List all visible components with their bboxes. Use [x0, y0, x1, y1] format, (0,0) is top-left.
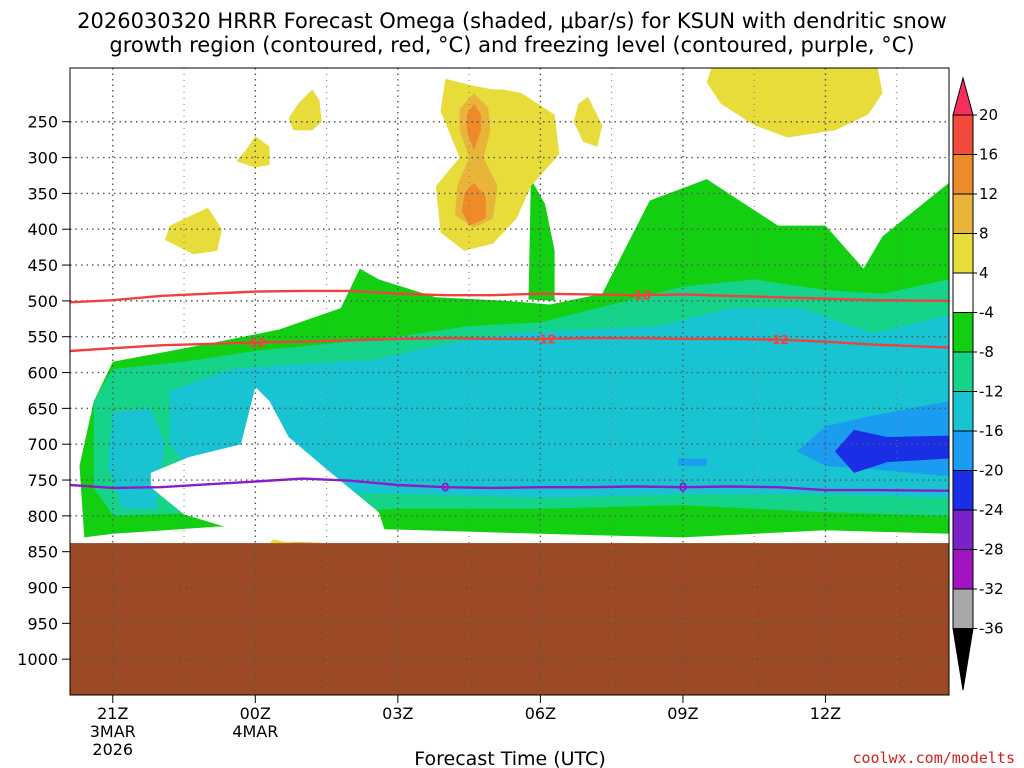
- colorbar-label: 20: [979, 106, 998, 124]
- colorbar-swatch: [952, 588, 974, 629]
- freezing-level-0-label: 0: [441, 481, 449, 495]
- omega-plus-4-northeast: [706, 68, 883, 138]
- dgz-minus-12-label: -12: [534, 332, 556, 346]
- y-tick-label: 700: [27, 435, 58, 454]
- neutral-pocket: [150, 386, 389, 544]
- omega-minus-12-zone: [169, 308, 950, 498]
- colorbar-label: -24: [979, 501, 1004, 519]
- colorbar-label: 12: [979, 185, 998, 203]
- x-tick-label: 06Z: [525, 704, 556, 723]
- freezing-level-0-line: [69, 477, 950, 492]
- colorbar-swatch: [952, 193, 974, 234]
- colorbar-swatch: [952, 430, 974, 471]
- colorbar-label: -12: [979, 383, 1004, 401]
- ground-fill: [70, 543, 949, 695]
- colorbar-label: -4: [979, 304, 994, 322]
- chart-title-line-2: growth region (contoured, red, °C) and f…: [109, 33, 914, 57]
- temperature-contours: -18 -12 -12 -12 0 0: [69, 289, 950, 495]
- y-tick-label: 450: [27, 256, 58, 275]
- x-tick-date: 3MAR: [90, 722, 136, 741]
- colorbar-label: -20: [979, 462, 1004, 480]
- colorbar-swatch: [952, 509, 974, 550]
- x-tick-label: 21Z: [97, 704, 128, 723]
- y-tick-label: 800: [27, 507, 58, 526]
- y-tick-label: 300: [27, 149, 58, 168]
- dgz-minus-12-line: [69, 336, 950, 353]
- y-tick-label: 850: [27, 543, 58, 562]
- x-tick-label: 03Z: [382, 704, 413, 723]
- colorbar-label: -32: [979, 580, 1004, 598]
- omega-minus-16-mid: [678, 458, 707, 466]
- dgz-minus-12-label: -12: [767, 333, 789, 347]
- colorbar-swatch: [952, 470, 974, 511]
- colorbar-label: -36: [979, 620, 1004, 638]
- plot-frame: [69, 67, 950, 696]
- omega-plus-4-cell-a: [288, 89, 322, 131]
- x-tick-date: 4MAR: [232, 722, 278, 741]
- dgz-minus-12-label: -12: [244, 336, 266, 350]
- colorbar-swatch: [952, 312, 974, 353]
- chart-title-line-1: 2026030320 HRRR Forecast Omega (shaded, …: [77, 9, 947, 33]
- omega-plus-4-cell-b: [236, 136, 270, 168]
- y-tick-label: 600: [27, 364, 58, 383]
- y-tick-label: 1000: [17, 650, 58, 669]
- omega-minus-12-west: [108, 408, 165, 509]
- colorbar-label: 4: [979, 264, 989, 282]
- colorbar-cap-bottom: [952, 628, 974, 691]
- y-axis-pressure: 250 300 350 400 450 500 550 600 650 700 750 800 850 9…: [17, 113, 70, 669]
- colorbar-legend: 20 16 12 8 4 -4 -8 -12 -16 -20 -24 -28 -32 -36: [952, 76, 1004, 691]
- colorbar-label: -16: [979, 422, 1004, 440]
- grid-lines: [70, 68, 949, 695]
- colorbar-swatch: [952, 233, 974, 274]
- omega-minus-20-east: [835, 429, 949, 473]
- x-axis-label: Forecast Time (UTC): [414, 748, 605, 768]
- omega-plus-12-core-lower: [462, 182, 486, 226]
- omega-minus-4-tower: [528, 179, 555, 301]
- x-tick-label: 12Z: [810, 704, 841, 723]
- x-tick-year: 2026: [92, 740, 133, 759]
- x-tick-label: 00Z: [240, 704, 271, 723]
- y-tick-label: 350: [27, 184, 58, 203]
- colorbar-label: 16: [979, 146, 998, 164]
- source-credit: coolwx.com/modelts: [852, 749, 1015, 767]
- colorbar-swatch: [952, 114, 974, 155]
- colorbar-swatch: [952, 154, 974, 195]
- omega-plus-12-core-upper: [466, 103, 481, 151]
- y-tick-label: 900: [27, 579, 58, 598]
- colorbar-swatch: [952, 272, 974, 313]
- colorbar-swatch: [952, 351, 974, 392]
- freezing-level-0-label: 0: [679, 481, 687, 495]
- y-tick-label: 550: [27, 328, 58, 347]
- below-ground-mask: [70, 543, 949, 695]
- plot-area: -18 -12 -12 -12 0 0 250 300 350 400 450 500 550 600 6…: [17, 67, 950, 759]
- y-tick-label: 500: [27, 292, 58, 311]
- y-tick-label: 750: [27, 471, 58, 490]
- colorbar-label: 8: [979, 225, 989, 243]
- y-tick-label: 950: [27, 614, 58, 633]
- colorbar-cap-top: [952, 76, 974, 116]
- y-tick-label: 400: [27, 220, 58, 239]
- omega-plus-4-cell-c: [165, 207, 222, 255]
- colorbar-label: -28: [979, 541, 1004, 559]
- colorbar-swatch: [952, 549, 974, 590]
- x-tick-label: 09Z: [667, 704, 698, 723]
- colorbar-label: -8: [979, 343, 994, 361]
- y-tick-label: 650: [27, 399, 58, 418]
- y-tick-label: 250: [27, 113, 58, 132]
- dgz-minus-18-label: -18: [629, 289, 651, 303]
- dgz-minus-18-line: [69, 289, 950, 304]
- colorbar-swatch: [952, 391, 974, 432]
